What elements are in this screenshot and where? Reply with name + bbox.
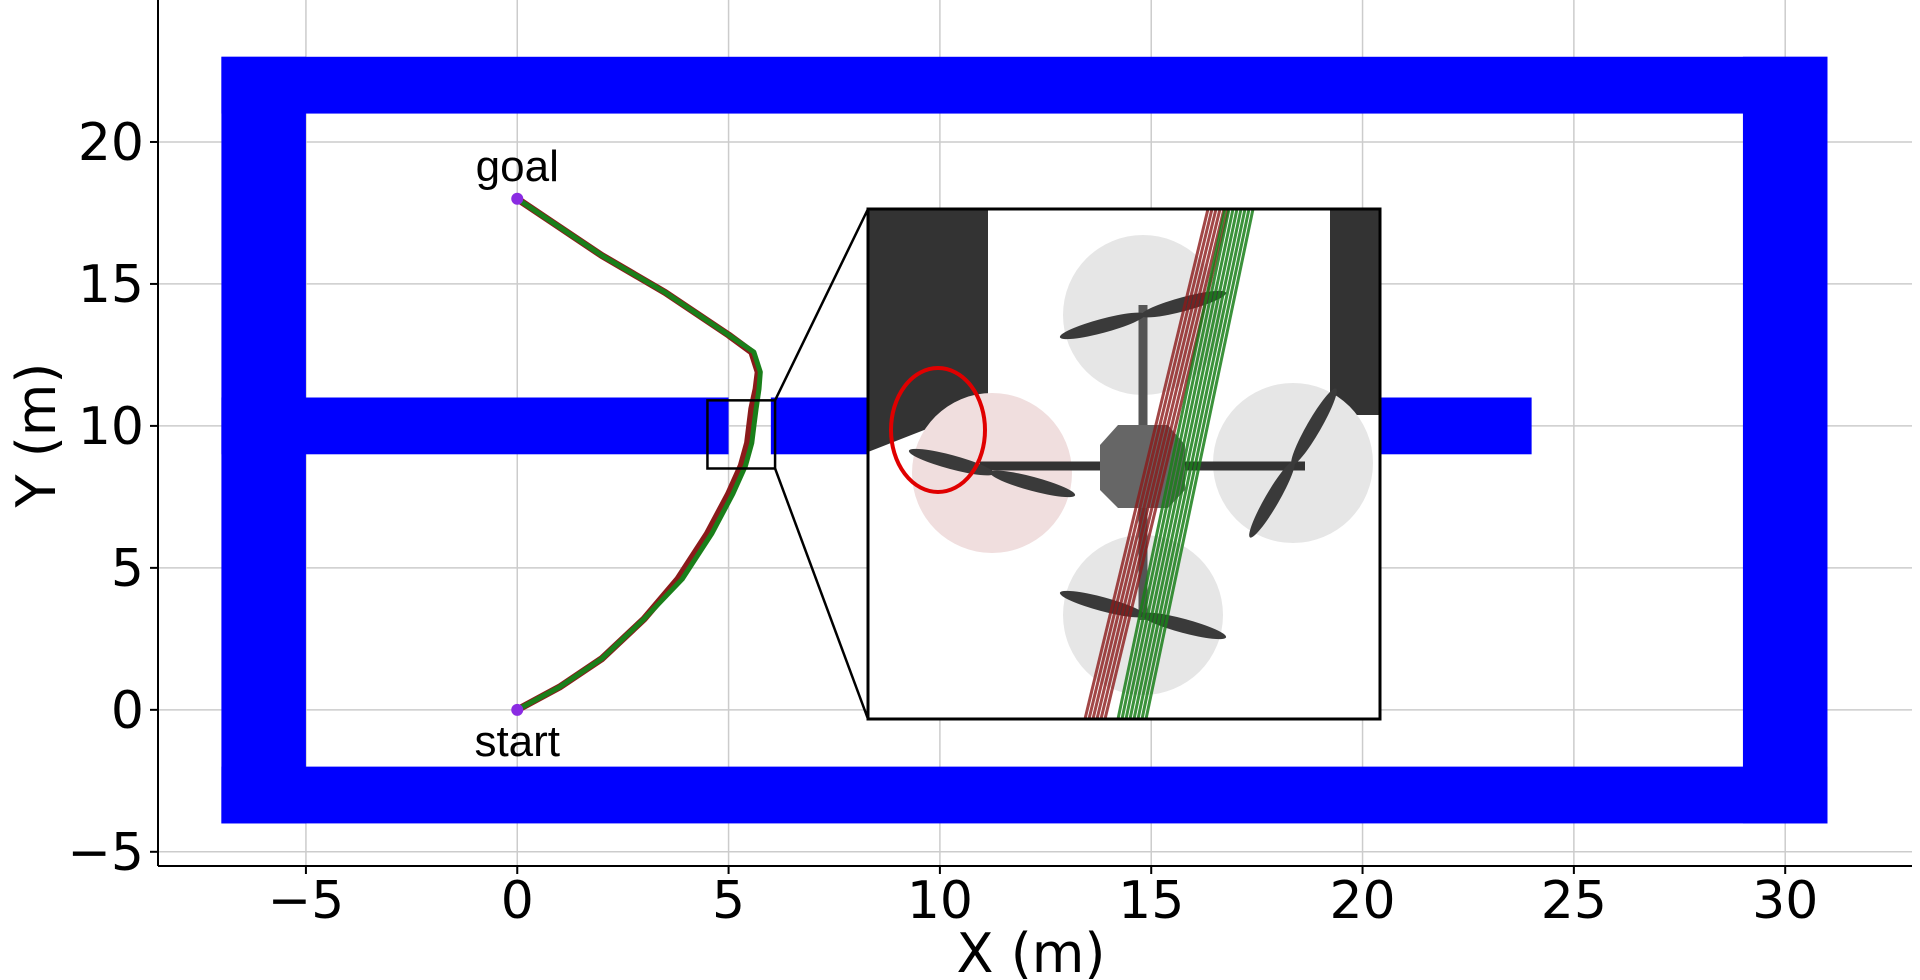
inset-trajectory-green: [1128, 209, 1239, 719]
x-tick-label: 0: [501, 871, 534, 931]
x-tick-label: 25: [1541, 871, 1607, 931]
x-tick-label: −5: [268, 871, 345, 931]
inset-trajectory-green: [1124, 209, 1235, 719]
goal-label: goal: [476, 142, 559, 191]
obstacle-top-wall: [221, 56, 1828, 114]
inset-trajectory-green: [1132, 209, 1243, 719]
y-tick-label: 10: [78, 397, 144, 457]
endpoints: start goal: [474, 142, 560, 766]
y-axis-title: Y (m): [5, 363, 68, 509]
inset-obstacle-left-edge: [868, 209, 988, 452]
y-tick-label: 20: [78, 113, 144, 173]
zoom-inset: [866, 207, 1382, 721]
inset-trajectory-green: [1120, 209, 1231, 719]
x-tick-label: 10: [907, 871, 973, 931]
y-tick-label: 5: [111, 539, 144, 599]
obstacle-bottom-wall: [221, 766, 1828, 824]
callout-line: [773, 468, 870, 720]
obstacle-right-wall: [1742, 56, 1828, 824]
y-tick-label: −5: [67, 823, 144, 883]
inset-trajectory-red: [1099, 209, 1226, 719]
x-tick-label: 5: [712, 871, 745, 931]
inset-trajectory-green: [1136, 209, 1247, 719]
y-tick-label: 0: [111, 681, 144, 741]
axes: −5 0 5 10 15 20 25 30 −5 0 5 10 15 20: [67, 0, 1912, 931]
inset-content: [868, 209, 1380, 719]
start-label: start: [474, 717, 560, 766]
inset-frame: [866, 207, 1382, 721]
propeller-blade: [1059, 312, 1145, 340]
inset-trajectory-red: [1087, 209, 1214, 719]
trajectories: [513, 195, 763, 714]
propeller-blade: [990, 470, 1076, 498]
inset-trajectory-red: [1083, 209, 1210, 719]
collision-highlight-ring: [889, 366, 987, 494]
inset-trajectory-green: [1144, 209, 1255, 719]
start-marker: [511, 703, 524, 716]
propeller-blade: [1249, 461, 1295, 538]
inset-trajectory-red: [1095, 209, 1222, 719]
inset-trajectory-green: [1140, 209, 1251, 719]
trajectory-line: [514, 196, 763, 713]
zoom-callout: [706, 208, 870, 720]
x-tick-label: 20: [1329, 871, 1395, 931]
callout-line: [773, 208, 870, 401]
inset-trajectory-red: [1091, 209, 1218, 719]
zoom-box: [706, 399, 777, 470]
propeller: [1249, 388, 1337, 538]
inset-obstacle-right: [1330, 209, 1380, 415]
x-tick-label: 15: [1118, 871, 1184, 931]
propeller-blade: [1291, 388, 1337, 465]
goal-marker: [511, 192, 524, 205]
x-axis-title: X (m): [957, 922, 1106, 980]
x-tick-label: 30: [1752, 871, 1818, 931]
y-tick-label: 15: [78, 255, 144, 315]
obstacle-middle-wall-left: [221, 397, 729, 455]
inset-trajectory-green: [1116, 209, 1227, 719]
